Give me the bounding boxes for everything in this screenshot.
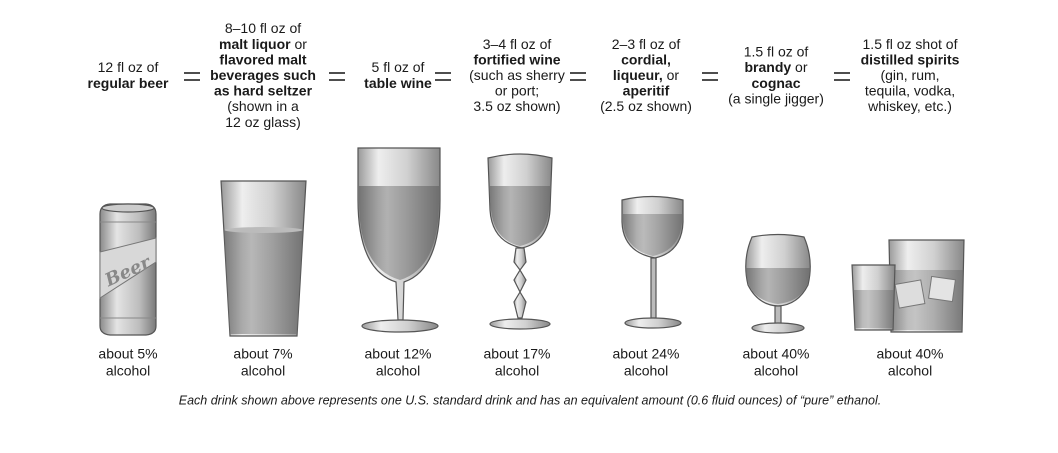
description-line: 3–4 fl oz of [483, 36, 552, 52]
description-line: malt liquor or [219, 36, 307, 52]
description-text: (such as sherry [469, 67, 565, 83]
description-text: (gin, rum, [880, 67, 939, 83]
brandy-snifter [745, 233, 811, 334]
description-text: malt liquor [219, 36, 291, 52]
description-text: 3–4 fl oz of [483, 36, 552, 52]
description-line: as hard seltzer [214, 82, 313, 98]
footnote: Each drink shown above represents one U.… [179, 393, 882, 407]
description-text: flavored malt [219, 51, 306, 67]
description-line: regular beer [88, 75, 169, 91]
description-text: tequila, vodka, [865, 82, 955, 98]
description-text: 8–10 fl oz of [225, 20, 301, 36]
alcohol-percent: about 7% [233, 346, 292, 362]
description-line: (gin, rum, [880, 67, 939, 83]
description-text: 1.5 fl oz shot of [863, 36, 958, 52]
description-line: 8–10 fl oz of [225, 20, 301, 36]
alcohol-label: alcohol [754, 363, 798, 379]
description-text: or [291, 36, 308, 52]
description-text: beverages such [210, 67, 316, 83]
description-line: cognac [751, 75, 800, 91]
alcohol-label: alcohol [624, 363, 668, 379]
alcohol-label: alcohol [376, 363, 420, 379]
description-line: distilled spirits [861, 51, 960, 67]
cordial-glass [621, 195, 684, 329]
description-text: distilled spirits [861, 51, 960, 67]
wine-glass [357, 147, 441, 333]
description-line: tequila, vodka, [865, 82, 955, 98]
description-line: brandy or [744, 59, 807, 75]
description-text: 3.5 oz shown) [473, 98, 560, 114]
description-text: cognac [751, 75, 800, 91]
alcohol-percent: about 5% [98, 346, 157, 362]
description-line: table wine [364, 75, 432, 91]
description-line: cordial, [621, 51, 671, 67]
alcohol-percent: about 40% [743, 346, 810, 362]
description-text: 1.5 fl oz of [744, 43, 809, 59]
description-line: flavored malt [219, 51, 306, 67]
description-text: 2–3 fl oz of [612, 36, 681, 52]
description-text: fortified wine [473, 51, 560, 67]
description-line: aperitif [623, 82, 670, 98]
description-text: liqueur, [613, 67, 663, 83]
description-text: 12 oz glass) [225, 114, 300, 130]
description-line: 12 oz glass) [225, 114, 300, 130]
description-line: 12 fl oz of [98, 59, 159, 75]
description-text: whiskey, etc.) [867, 98, 952, 114]
equals-signs [184, 72, 850, 81]
description-line: whiskey, etc.) [867, 98, 952, 114]
description-line: (a single jigger) [728, 90, 824, 106]
description-text: or [663, 67, 680, 83]
alcohol-percent: about 12% [365, 346, 432, 362]
description-line: (shown in a [227, 98, 299, 114]
beer-can: Beer [99, 203, 157, 336]
description-line: (such as sherry [469, 67, 565, 83]
spirits-glasses [851, 239, 965, 333]
description-line: beverages such [210, 67, 316, 83]
alcohol-label: alcohol [495, 363, 539, 379]
description-line: (2.5 oz shown) [600, 98, 692, 114]
description-text: cordial, [621, 51, 671, 67]
description-text: (a single jigger) [728, 90, 824, 106]
description-text: table wine [364, 75, 432, 91]
description-text: 12 fl oz of [98, 59, 159, 75]
description-line: 1.5 fl oz shot of [863, 36, 958, 52]
description-text: or [791, 59, 808, 75]
description-text: or port; [495, 82, 539, 98]
description-text: 5 fl oz of [372, 59, 425, 75]
alcohol-percent: about 40% [877, 346, 944, 362]
description-line: fortified wine [473, 51, 560, 67]
alcohol-percent: about 17% [484, 346, 551, 362]
alcohol-label: alcohol [106, 363, 150, 379]
description-text: regular beer [88, 75, 169, 91]
description-line: 5 fl oz of [372, 59, 425, 75]
description-line: or port; [495, 82, 539, 98]
description-text: as hard seltzer [214, 82, 313, 98]
description-line: liqueur, or [613, 67, 679, 83]
description-text: brandy [744, 59, 791, 75]
sherry-glass [487, 153, 553, 330]
description-text: (2.5 oz shown) [600, 98, 692, 114]
description-line: 2–3 fl oz of [612, 36, 681, 52]
description-text: (shown in a [227, 98, 299, 114]
description-line: 3.5 oz shown) [473, 98, 560, 114]
description-text: aperitif [623, 82, 670, 98]
description-line: 1.5 fl oz of [744, 43, 809, 59]
alcohol-label: alcohol [241, 363, 285, 379]
pint-glass [220, 180, 307, 337]
alcohol-label: alcohol [888, 363, 932, 379]
alcohol-percent: about 24% [613, 346, 680, 362]
